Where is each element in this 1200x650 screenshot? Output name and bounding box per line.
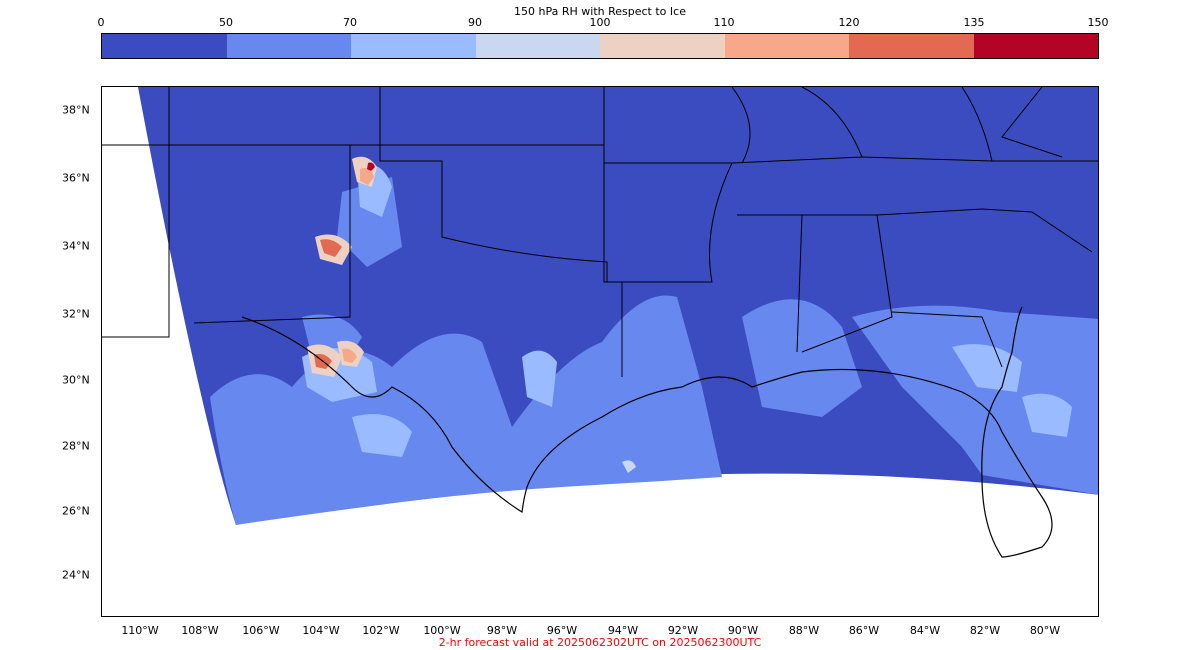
- colorbar-segment: [102, 34, 227, 58]
- longitude-label: 94°W: [607, 624, 639, 637]
- colorbar-segment: [226, 34, 351, 58]
- map-canvas: [102, 87, 1098, 558]
- colorbar-segment: [724, 34, 849, 58]
- longitude-label: 96°W: [546, 624, 578, 637]
- longitude-label: 102°W: [362, 624, 400, 637]
- colorbar-tick: 0: [97, 16, 105, 29]
- longitude-label: 82°W: [969, 624, 1001, 637]
- colorbar-tick: 90: [468, 16, 482, 29]
- colorbar-tick: 50: [219, 16, 233, 29]
- colorbar-tick: 70: [343, 16, 357, 29]
- latitude-label: 38°N: [62, 103, 90, 117]
- colorbar-tick: 110: [713, 16, 735, 29]
- longitude-label: 92°W: [667, 624, 699, 637]
- latitude-label: 24°N: [62, 568, 90, 582]
- latitude-label: 32°N: [62, 307, 90, 321]
- colorbar-segment: [600, 34, 725, 58]
- colorbar-segment: [973, 34, 1098, 58]
- longitude-label: 88°W: [788, 624, 820, 637]
- longitude-label: 108°W: [181, 624, 219, 637]
- latitude-label: 28°N: [62, 439, 90, 453]
- longitude-label: 100°W: [423, 624, 461, 637]
- longitude-label: 84°W: [909, 624, 941, 637]
- longitude-label: 98°W: [486, 624, 518, 637]
- longitude-label: 104°W: [302, 624, 340, 637]
- longitude-label: 106°W: [242, 624, 280, 637]
- map-frame: [101, 86, 1099, 617]
- colorbar-segment: [475, 34, 600, 58]
- colorbar-tick: 150: [1087, 16, 1109, 29]
- colorbar-segment: [351, 34, 476, 58]
- latitude-label: 34°N: [62, 239, 90, 253]
- coastline: [241, 306, 1053, 558]
- latitude-label: 26°N: [62, 504, 90, 518]
- colorbar-segment: [849, 34, 974, 58]
- longitude-label: 80°W: [1029, 624, 1061, 637]
- colorbar-tick: 135: [963, 16, 985, 29]
- colorbar-tick: 120: [838, 16, 860, 29]
- latitude-label: 36°N: [62, 171, 90, 185]
- colorbar-title: 150 hPa RH with Respect to Ice: [514, 5, 686, 18]
- colorbar-tick: 100: [589, 16, 611, 29]
- longitude-label: 86°W: [848, 624, 880, 637]
- state-borders: [102, 87, 1098, 377]
- latitude-label: 30°N: [62, 373, 90, 387]
- longitude-label: 90°W: [727, 624, 759, 637]
- colorbar: [101, 33, 1099, 59]
- forecast-valid-text: 2-hr forecast valid at 2025062302UTC on …: [438, 636, 762, 649]
- longitude-label: 110°W: [121, 624, 159, 637]
